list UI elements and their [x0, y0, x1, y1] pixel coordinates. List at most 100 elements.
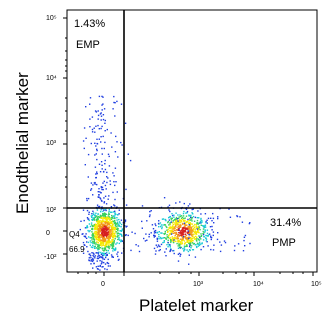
- event-dot: [191, 242, 194, 244]
- event-dot: [99, 264, 101, 267]
- event-dot: [186, 239, 188, 241]
- event-dot: [91, 216, 93, 218]
- event-dot: [120, 223, 123, 226]
- event-dot: [155, 250, 157, 252]
- event-dot: [114, 238, 116, 240]
- event-dot: [110, 254, 113, 256]
- event-dot: [112, 220, 114, 222]
- event-dot: [116, 100, 118, 103]
- event-dot: [104, 184, 107, 187]
- event-dot: [90, 263, 92, 265]
- event-dot: [93, 242, 96, 245]
- event-dot: [178, 229, 180, 231]
- event-dot: [90, 260, 92, 262]
- event-dot: [179, 214, 181, 216]
- event-dot: [199, 222, 201, 224]
- event-dot: [194, 244, 196, 246]
- event-dot: [191, 212, 193, 214]
- event-dot: [90, 142, 92, 145]
- event-dot: [169, 222, 171, 225]
- event-dot: [186, 221, 188, 223]
- event-dot: [193, 226, 196, 229]
- event-dot: [94, 131, 96, 133]
- event-dot: [92, 267, 94, 269]
- event-dot: [200, 222, 202, 224]
- event-dot: [177, 247, 180, 249]
- event-dot: [178, 227, 180, 230]
- event-dot: [189, 244, 191, 246]
- event-dot: [201, 242, 203, 245]
- event-dot: [183, 217, 185, 220]
- event-dot: [197, 238, 200, 241]
- event-dot: [167, 221, 169, 224]
- event-dot: [98, 163, 101, 165]
- event-dot: [179, 247, 182, 249]
- event-dot: [97, 268, 99, 270]
- event-dot: [219, 241, 221, 243]
- event-dot: [108, 210, 110, 213]
- event-dot: [110, 231, 112, 233]
- event-dot: [176, 236, 178, 238]
- event-dot: [116, 217, 118, 219]
- event-dot: [165, 225, 167, 228]
- event-dot: [99, 230, 101, 232]
- event-dot: [120, 141, 122, 144]
- event-dot: [100, 222, 102, 224]
- event-dot: [99, 228, 102, 231]
- event-dot: [174, 223, 177, 226]
- event-dot: [169, 224, 171, 226]
- event-dot: [117, 225, 120, 227]
- event-dot: [114, 232, 116, 235]
- event-dot: [167, 239, 169, 241]
- event-dot: [114, 224, 117, 226]
- event-dot: [83, 127, 86, 129]
- event-dot: [164, 230, 166, 233]
- event-dot: [91, 128, 94, 131]
- event-dot: [182, 248, 184, 250]
- event-dot: [114, 223, 116, 225]
- event-dot: [190, 245, 193, 247]
- event-dot: [191, 220, 193, 222]
- event-dot: [124, 219, 127, 221]
- event-dot: [176, 226, 178, 228]
- event-dot: [249, 242, 251, 245]
- event-dot: [175, 233, 177, 235]
- event-dot: [186, 210, 189, 213]
- event-dot: [99, 240, 101, 242]
- event-dot: [177, 253, 180, 255]
- event-dot: [90, 241, 92, 244]
- event-dot: [163, 241, 165, 243]
- event-dot: [114, 198, 116, 201]
- event-dot: [105, 232, 107, 234]
- event-dot: [199, 243, 202, 245]
- event-dot: [189, 244, 192, 246]
- event-dot: [202, 225, 204, 227]
- event-dot: [103, 202, 105, 204]
- event-dot: [124, 225, 126, 227]
- event-dot: [165, 219, 167, 222]
- event-dot: [89, 97, 92, 99]
- event-dot: [114, 229, 116, 231]
- event-dot: [107, 236, 110, 238]
- event-dot: [182, 236, 184, 238]
- event-dot: [103, 223, 105, 225]
- event-dot: [187, 218, 189, 221]
- event-dot: [110, 206, 113, 208]
- event-dot: [127, 153, 129, 155]
- event-dot: [97, 224, 99, 226]
- event-dot: [193, 233, 195, 235]
- event-dot: [154, 229, 157, 232]
- event-dot: [115, 181, 117, 183]
- event-dot: [141, 220, 143, 223]
- event-dot: [109, 237, 111, 239]
- event-dot: [94, 227, 96, 230]
- event-dot: [108, 195, 110, 197]
- event-dot: [137, 245, 140, 247]
- event-dot: [106, 268, 108, 271]
- event-dot: [102, 243, 104, 245]
- event-dot: [180, 234, 183, 236]
- event-dot: [203, 235, 205, 238]
- event-dot: [151, 224, 154, 226]
- event-dot: [108, 215, 110, 218]
- event-dot: [174, 234, 176, 237]
